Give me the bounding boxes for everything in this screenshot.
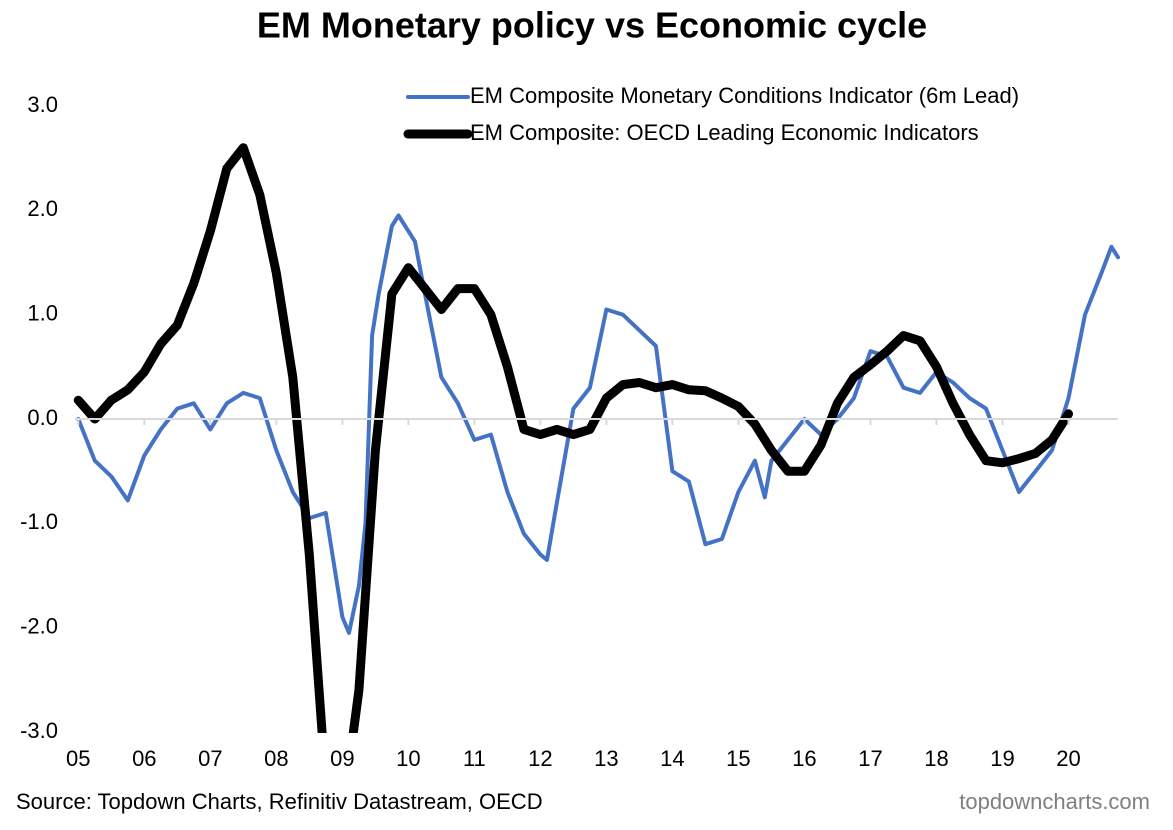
x-tick-label: 09	[330, 746, 354, 771]
x-tick-label: 14	[660, 746, 684, 771]
x-tick-label: 07	[198, 746, 222, 771]
x-tick-label: 16	[792, 746, 816, 771]
x-tick-label: 11	[463, 746, 486, 771]
x-tick-label: 13	[594, 746, 618, 771]
x-tick-label: 08	[264, 746, 288, 771]
y-tick-label: -3.0	[20, 718, 58, 743]
legend-label: EM Composite Monetary Conditions Indicat…	[470, 83, 1019, 108]
y-tick-label: -1.0	[20, 509, 58, 534]
chart-title: EM Monetary policy vs Economic cycle	[257, 5, 927, 46]
source-note: Source: Topdown Charts, Refinitiv Datast…	[16, 789, 543, 814]
x-tick-label: 20	[1056, 746, 1080, 771]
x-tick-label: 15	[726, 746, 750, 771]
plot-area	[73, 143, 1120, 733]
x-tick-label: 18	[924, 746, 948, 771]
x-tick-label: 19	[990, 746, 1014, 771]
x-tick-label: 06	[132, 746, 156, 771]
y-tick-label: -2.0	[20, 613, 58, 638]
y-tick-label: 2.0	[27, 196, 58, 221]
x-tick-label: 10	[396, 746, 420, 771]
x-tick-label: 05	[66, 746, 90, 771]
legend-label: EM Composite: OECD Leading Economic Indi…	[470, 120, 979, 145]
watermark: topdowncharts.com	[959, 789, 1150, 814]
y-tick-label: 3.0	[27, 92, 58, 117]
x-tick-label: 12	[528, 746, 552, 771]
y-tick-label: 0.0	[27, 405, 58, 430]
y-tick-label: 1.0	[27, 300, 58, 325]
series-line	[73, 143, 1073, 733]
x-tick-label: 17	[858, 746, 882, 771]
